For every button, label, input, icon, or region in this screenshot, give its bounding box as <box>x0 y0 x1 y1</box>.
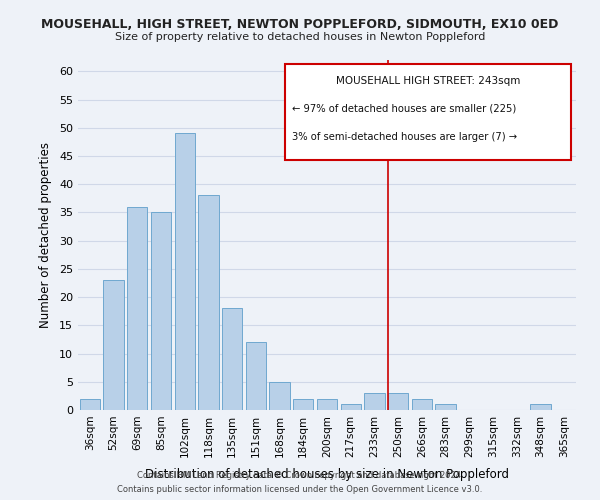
Bar <box>175 134 195 410</box>
Text: Size of property relative to detached houses in Newton Poppleford: Size of property relative to detached ho… <box>115 32 485 42</box>
Bar <box>127 207 148 410</box>
Bar <box>412 398 432 410</box>
Bar <box>269 382 290 410</box>
Text: 3% of semi-detached houses are larger (7) →: 3% of semi-detached houses are larger (7… <box>292 132 517 142</box>
Bar <box>293 398 313 410</box>
Bar <box>80 398 100 410</box>
Bar <box>341 404 361 410</box>
Bar <box>222 308 242 410</box>
X-axis label: Distribution of detached houses by size in Newton Poppleford: Distribution of detached houses by size … <box>145 468 509 481</box>
Bar <box>246 342 266 410</box>
Y-axis label: Number of detached properties: Number of detached properties <box>39 142 52 328</box>
Bar <box>151 212 171 410</box>
FancyBboxPatch shape <box>284 64 571 160</box>
Bar <box>364 393 385 410</box>
Text: MOUSEHALL HIGH STREET: 243sqm: MOUSEHALL HIGH STREET: 243sqm <box>335 76 520 86</box>
Bar <box>436 404 455 410</box>
Text: ← 97% of detached houses are smaller (225): ← 97% of detached houses are smaller (22… <box>292 104 517 114</box>
Text: Contains public sector information licensed under the Open Government Licence v3: Contains public sector information licen… <box>118 484 482 494</box>
Bar <box>103 280 124 410</box>
Text: MOUSEHALL, HIGH STREET, NEWTON POPPLEFORD, SIDMOUTH, EX10 0ED: MOUSEHALL, HIGH STREET, NEWTON POPPLEFOR… <box>41 18 559 30</box>
Bar <box>530 404 551 410</box>
Bar <box>199 196 218 410</box>
Bar <box>317 398 337 410</box>
Bar <box>388 393 408 410</box>
Text: Contains HM Land Registry data © Crown copyright and database right 2024.: Contains HM Land Registry data © Crown c… <box>137 472 463 480</box>
